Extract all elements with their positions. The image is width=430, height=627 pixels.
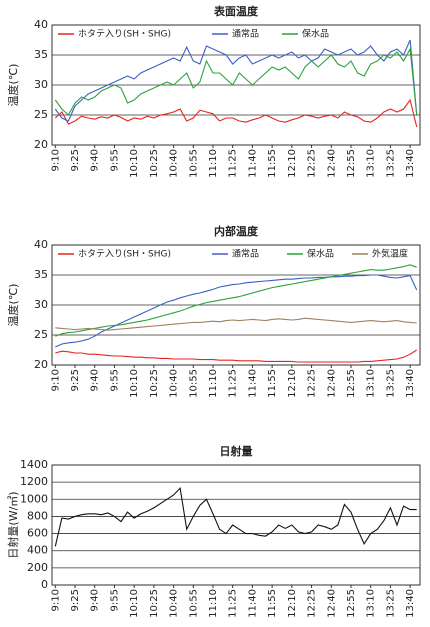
y-tick-label: 30 [34,298,48,311]
x-tick-label: 10:10 [129,149,140,178]
x-tick-label: 9:55 [109,369,120,391]
x-tick-label: 12:55 [346,369,357,398]
x-tick-label: 11:25 [228,589,239,618]
y-tick-label: 35 [34,48,48,61]
x-tick-label: 10:25 [149,589,160,618]
legend-label: ホタテ入り(SH・SHG) [78,29,171,40]
y-tick-label: 20 [34,358,48,371]
y-tick-label: 25 [34,328,48,341]
legend-label: 外気温度 [372,248,408,260]
x-tick-label: 11:25 [228,369,239,398]
y-axis-label: 温度(℃) [6,64,20,107]
x-tick-label: 12:10 [287,589,298,618]
y-tick-label: 1400 [20,458,48,471]
x-tick-label: 11:25 [228,149,239,178]
x-tick-label: 11:40 [247,369,258,398]
y-tick-label: 35 [34,268,48,281]
x-tick-label: 12:55 [346,589,357,618]
x-tick-label: 13:40 [405,149,416,178]
x-tick-label: 10:55 [188,589,199,618]
x-tick-label: 9:40 [90,589,101,611]
line-series [54,486,417,547]
x-tick-label: 13:10 [366,589,377,618]
x-tick-label: 12:10 [287,149,298,178]
y-tick-label: 30 [34,78,48,91]
plot-area [51,464,421,586]
y-axis-label: 温度(℃) [6,284,20,327]
x-tick-label: 10:55 [188,369,199,398]
line-series [55,264,417,337]
x-tick-label: 10:10 [129,369,140,398]
y-tick-label: 400 [27,544,48,557]
x-tick-label: 11:55 [267,149,278,178]
x-tick-label: 11:40 [247,149,258,178]
x-tick-label: 11:55 [267,369,278,398]
y-tick-label: 1000 [20,492,48,505]
x-tick-label: 11:10 [208,369,219,398]
x-tick-label: 9:55 [109,149,120,171]
x-tick-label: 12:55 [346,149,357,178]
legend-label: 通常品 [232,248,259,260]
x-tick-label: 13:25 [385,369,396,398]
line-series [55,274,418,348]
y-axis-label: 日射量(W/㎡) [6,491,20,558]
x-tick-label: 9:10 [50,369,61,391]
x-tick-label: 12:25 [307,369,318,398]
x-tick-label: 11:10 [208,589,219,618]
x-tick-label: 10:55 [188,149,199,178]
x-tick-label: 13:10 [366,149,377,178]
chart-title: 表面温度 [213,4,259,18]
x-tick-label: 9:25 [70,369,81,391]
x-tick-label: 10:40 [169,589,180,618]
x-tick-label: 10:40 [169,149,180,178]
line-series [54,47,418,116]
legend-label: 保水品 [302,28,329,40]
x-tick-label: 12:25 [307,589,318,618]
y-tick-label: 20 [34,138,48,151]
x-tick-label: 13:25 [385,589,396,618]
x-tick-label: 9:40 [90,369,101,391]
y-tick-label: 600 [27,527,48,540]
chart-title: 日射量 [220,444,253,458]
x-tick-label: 12:40 [326,369,337,398]
x-tick-label: 12:40 [326,149,337,178]
line-series [55,349,418,363]
legend-label: ホタテ入り(SH・SHG) [78,249,171,260]
x-tick-label: 10:25 [149,149,160,178]
x-tick-label: 11:40 [247,589,258,618]
x-tick-label: 13:40 [405,369,416,398]
x-tick-label: 9:25 [70,589,81,611]
y-tick-label: 0 [41,578,48,591]
x-tick-label: 9:55 [109,589,120,611]
y-tick-label: 25 [34,108,48,121]
x-tick-label: 10:25 [149,369,160,398]
y-tick-label: 800 [27,509,48,522]
x-tick-label: 13:10 [366,369,377,398]
y-tick-label: 200 [27,561,48,574]
legend-label: 保水品 [307,248,334,260]
x-tick-label: 11:55 [267,589,278,618]
line-series [54,98,418,128]
y-tick-label: 40 [34,18,48,31]
x-tick-label: 11:10 [208,149,219,178]
legend-label: 通常品 [232,28,259,40]
y-tick-label: 1200 [20,475,48,488]
x-tick-label: 13:25 [385,149,396,178]
chart-title: 内部温度 [214,224,259,238]
x-tick-label: 12:25 [307,149,318,178]
x-tick-label: 13:40 [405,589,416,618]
y-tick-label: 40 [34,238,48,251]
line-series [55,317,417,331]
line-series [54,39,418,122]
x-tick-label: 10:10 [129,589,140,618]
x-tick-label: 10:40 [169,369,180,398]
x-tick-label: 12:10 [287,369,298,398]
x-tick-label: 9:40 [90,149,101,171]
x-tick-label: 12:40 [326,589,337,618]
x-tick-label: 9:25 [70,149,81,171]
x-tick-label: 9:10 [50,589,61,611]
x-tick-label: 9:10 [50,149,61,171]
